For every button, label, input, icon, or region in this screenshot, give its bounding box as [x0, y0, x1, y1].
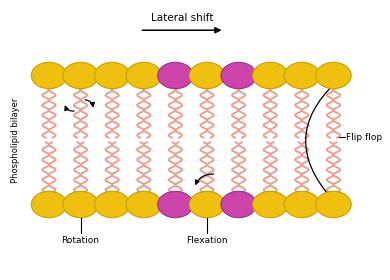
Circle shape — [126, 191, 161, 218]
Circle shape — [221, 191, 256, 218]
Text: Lateral shift: Lateral shift — [151, 13, 213, 23]
Circle shape — [126, 62, 161, 89]
Text: Flip flop: Flip flop — [346, 133, 383, 142]
Circle shape — [158, 62, 193, 89]
Circle shape — [252, 62, 288, 89]
Circle shape — [94, 191, 130, 218]
Circle shape — [189, 62, 225, 89]
Circle shape — [284, 62, 319, 89]
Circle shape — [31, 62, 67, 89]
Circle shape — [63, 62, 98, 89]
Text: Rotation: Rotation — [62, 235, 99, 244]
Circle shape — [189, 191, 225, 218]
Text: Flexation: Flexation — [186, 235, 228, 244]
Circle shape — [252, 191, 288, 218]
Circle shape — [158, 191, 193, 218]
Circle shape — [221, 62, 256, 89]
Circle shape — [316, 62, 351, 89]
Circle shape — [316, 191, 351, 218]
Circle shape — [284, 191, 319, 218]
Text: Phospholipid bilayer: Phospholipid bilayer — [11, 97, 20, 183]
Circle shape — [63, 191, 98, 218]
Circle shape — [94, 62, 130, 89]
Circle shape — [31, 191, 67, 218]
